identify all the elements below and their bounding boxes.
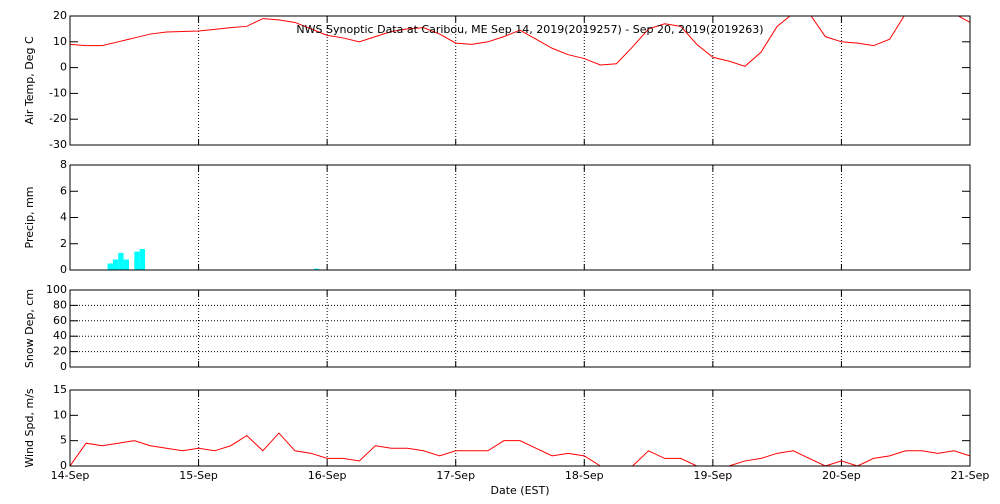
- plot-area: [70, 16, 970, 67]
- y-tick-label: -20: [49, 112, 67, 125]
- x-tick-label: 18-Sep: [565, 469, 604, 482]
- y-axis-label: Wind Spd, m/s: [23, 388, 36, 468]
- y-tick-label: 100: [46, 283, 67, 296]
- y-tick-label: 2: [60, 237, 67, 250]
- plot-area: [107, 249, 320, 270]
- y-tick-label: 10: [53, 408, 67, 421]
- bar: [123, 259, 129, 270]
- y-tick-label: 20: [53, 9, 67, 22]
- y-tick-label: 10: [53, 35, 67, 48]
- data-line: [70, 432, 970, 466]
- y-tick-label: 15: [53, 383, 67, 396]
- x-tick-label: 20-Sep: [822, 469, 861, 482]
- chart-title: NWS Synoptic Data at Caribou, ME Sep 14,…: [296, 23, 763, 36]
- y-tick-label: 4: [60, 211, 67, 224]
- y-tick-label: 0: [60, 61, 67, 74]
- y-tick-label: 60: [53, 314, 67, 327]
- y-tick-label: 8: [60, 158, 67, 171]
- y-tick-label: 20: [53, 345, 67, 358]
- bar: [139, 249, 146, 270]
- x-tick-label: 21-Sep: [951, 469, 990, 482]
- x-tick-label: 15-Sep: [179, 469, 218, 482]
- bar: [107, 263, 113, 270]
- bar: [134, 251, 140, 270]
- y-tick-label: 6: [60, 184, 67, 197]
- y-tick-label: 5: [60, 434, 67, 447]
- plot-frame: [69, 164, 971, 271]
- plot-area: [70, 432, 970, 466]
- y-axis-label: Precip, mm: [23, 187, 36, 249]
- x-tick-label: 14-Sep: [51, 469, 90, 482]
- y-tick-label: -30: [49, 138, 67, 151]
- plot-frame: [69, 389, 971, 467]
- x-tick-label: 16-Sep: [308, 469, 347, 482]
- y-tick-label: 40: [53, 329, 67, 342]
- y-tick-label: 80: [53, 298, 67, 311]
- plot-frame: [69, 15, 971, 146]
- y-axis-label: Air Temp, Deg C: [23, 36, 36, 125]
- y-tick-label: 0: [60, 360, 67, 373]
- data-line: [70, 16, 970, 67]
- y-tick-label: -10: [49, 86, 67, 99]
- y-tick-label: 0: [60, 263, 67, 276]
- x-tick-label: 19-Sep: [694, 469, 733, 482]
- y-tick-label: 0: [60, 459, 67, 472]
- bar: [118, 252, 124, 270]
- bar: [112, 259, 119, 270]
- x-axis-label: Date (EST): [490, 484, 549, 497]
- x-tick-label: 17-Sep: [436, 469, 475, 482]
- y-axis-label: Snow Dep, cm: [23, 289, 36, 368]
- bar: [313, 268, 320, 270]
- plot-frame: [69, 289, 971, 368]
